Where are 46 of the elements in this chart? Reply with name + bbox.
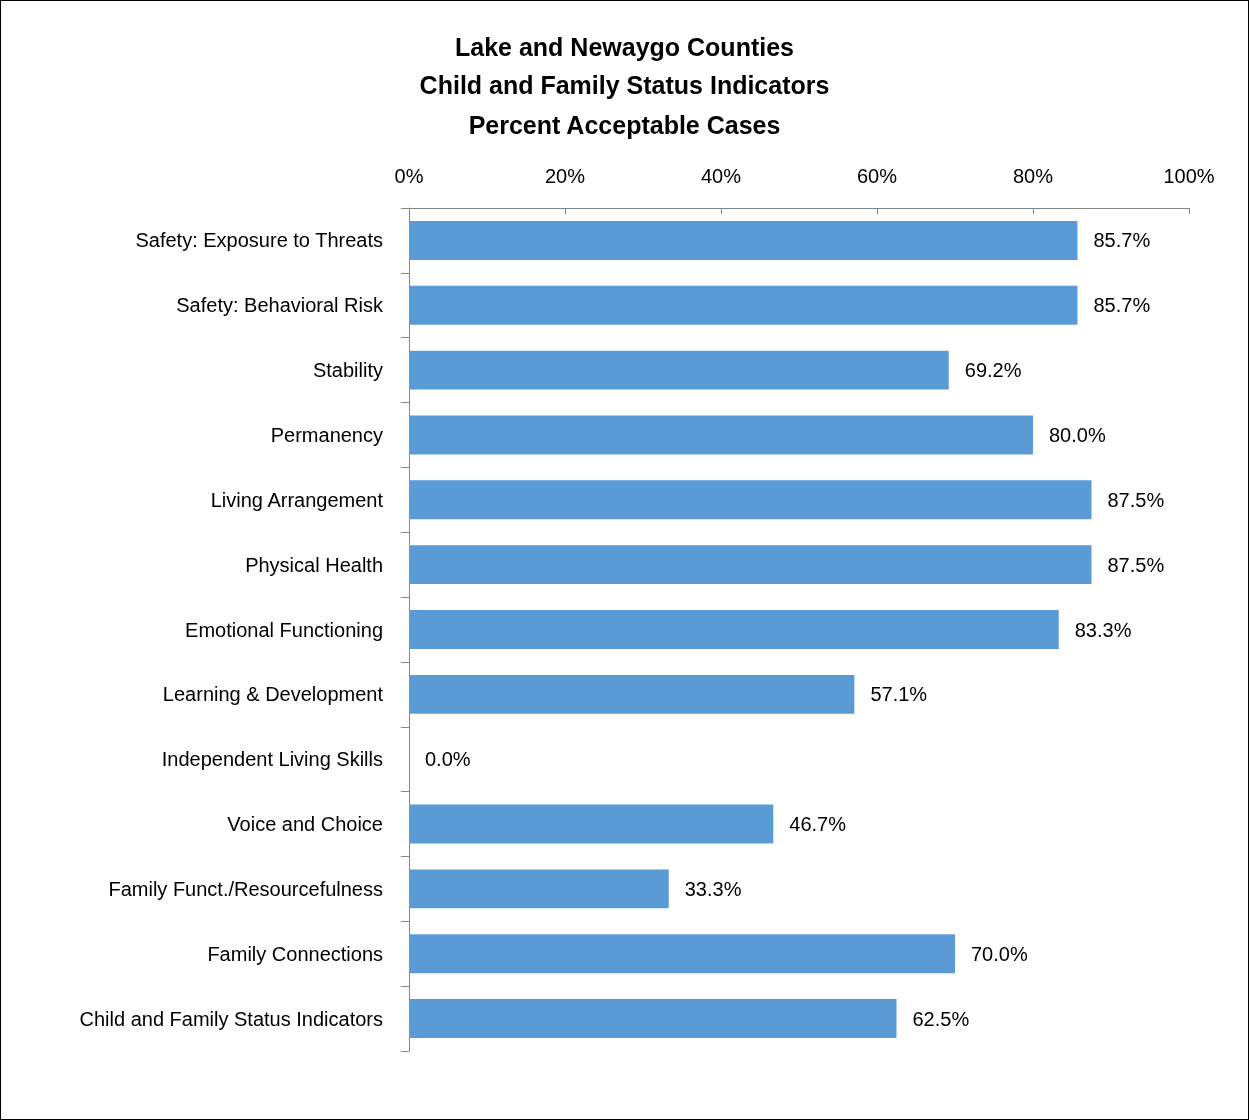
y-tick-label: Family Connections xyxy=(207,942,383,965)
data-label: 83.3% xyxy=(1074,618,1132,641)
x-tick-label: 60% xyxy=(856,165,898,187)
bar xyxy=(409,804,774,844)
data-label: 46.7% xyxy=(789,813,847,836)
y-tick-label: Safety: Behavioral Risk xyxy=(176,294,384,317)
bar xyxy=(409,285,1078,325)
y-tick-label: Independent Living Skills xyxy=(161,748,383,771)
bar xyxy=(409,350,949,390)
chart-subtitle: Percent Acceptable Cases xyxy=(468,110,781,139)
data-label: 85.7% xyxy=(1093,229,1151,252)
y-tick-label: Emotional Functioning xyxy=(185,618,383,641)
y-tick-label: Learning & Development xyxy=(162,683,384,706)
x-tick-label: 80% xyxy=(1012,165,1054,187)
data-label: 70.0% xyxy=(971,942,1028,965)
x-tick-label: 40% xyxy=(700,165,742,187)
x-tick-label: 20% xyxy=(544,165,586,187)
y-tick-label: Permanency xyxy=(270,423,383,446)
y-tick-label: Voice and Choice xyxy=(227,813,383,836)
y-tick-label: Physical Health xyxy=(245,553,383,576)
bar xyxy=(409,610,1059,649)
y-tick-label: Living Arrangement xyxy=(210,488,384,511)
bar xyxy=(409,674,855,714)
bar xyxy=(409,869,669,909)
chart-title: Lake and Newaygo Counties Child and Family Status Indicators xyxy=(419,33,830,99)
bar xyxy=(409,934,955,974)
y-tick-label: Child and Family Status Indicators xyxy=(79,1007,383,1030)
data-label: 33.3% xyxy=(684,877,742,900)
bar xyxy=(409,480,1092,520)
bar xyxy=(409,415,1033,455)
data-label: 85.7% xyxy=(1093,294,1151,317)
data-label: 80.0% xyxy=(1049,423,1106,446)
y-tick-label: Family Funct./Resourcefulness xyxy=(108,877,383,900)
y-tick-label: Stability xyxy=(312,359,383,382)
bar xyxy=(409,220,1078,260)
bar xyxy=(409,545,1092,585)
data-label: 0.0% xyxy=(425,748,471,771)
x-tick-label: 0% xyxy=(394,165,424,187)
y-tick-label: Safety: Exposure to Threats xyxy=(135,229,383,252)
x-tick-label: 100% xyxy=(1163,165,1215,187)
data-label: 69.2% xyxy=(964,359,1022,382)
data-label: 57.1% xyxy=(870,683,928,706)
bar xyxy=(409,999,897,1039)
data-label: 87.5% xyxy=(1107,488,1165,511)
data-label: 87.5% xyxy=(1107,553,1165,576)
data-label: 62.5% xyxy=(912,1007,970,1030)
